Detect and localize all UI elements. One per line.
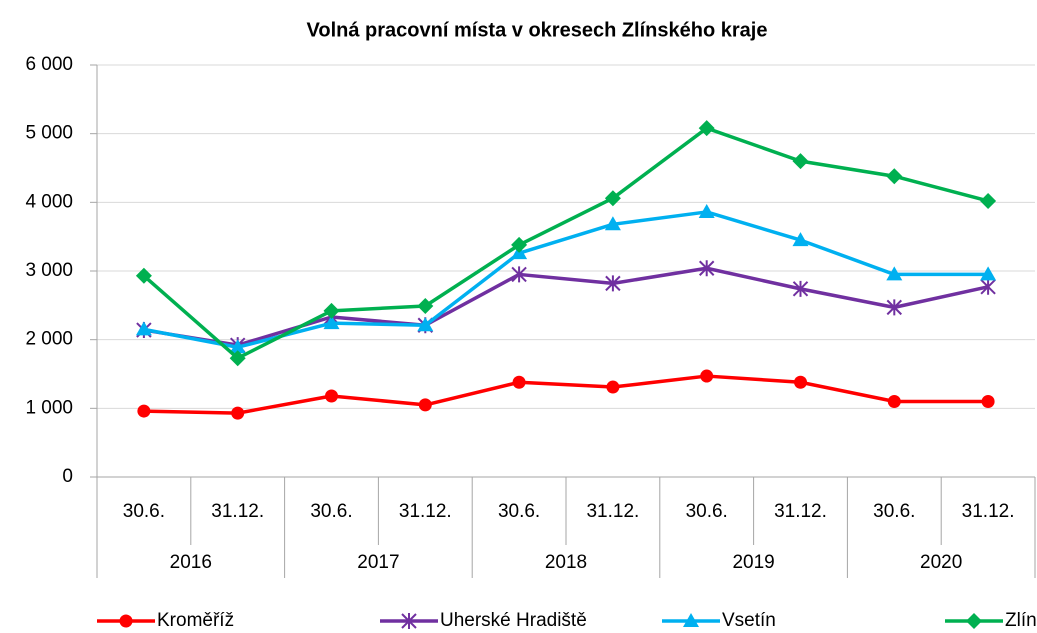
legend-label: Zlín bbox=[1005, 610, 1037, 631]
marker bbox=[980, 192, 997, 209]
legend-marker bbox=[966, 613, 982, 629]
x-tick-label: 31.12. bbox=[586, 501, 639, 522]
marker bbox=[323, 315, 340, 330]
x-group-label: 2016 bbox=[170, 552, 212, 573]
legend-marker bbox=[401, 613, 417, 629]
marker bbox=[231, 406, 245, 420]
series-line bbox=[142, 126, 989, 360]
chart-title: Volná pracovní místa v okresech Zlínskéh… bbox=[307, 19, 768, 41]
x-group-label: 2019 bbox=[732, 552, 774, 573]
marker bbox=[511, 236, 528, 253]
marker bbox=[981, 394, 995, 408]
x-tick-label: 31.12. bbox=[962, 501, 1015, 522]
x-tick-label: 30.6. bbox=[310, 501, 352, 522]
marker bbox=[605, 275, 621, 292]
marker bbox=[698, 260, 715, 277]
marker bbox=[886, 168, 903, 185]
marker bbox=[700, 369, 714, 383]
marker bbox=[980, 278, 996, 295]
marker bbox=[229, 350, 246, 367]
x-tick-label: 31.12. bbox=[399, 501, 452, 522]
legend-marker bbox=[683, 613, 699, 627]
y-tick-label: 1 000 bbox=[25, 397, 73, 418]
marker bbox=[886, 299, 903, 316]
y-tick-label: 0 bbox=[62, 466, 73, 487]
marker bbox=[792, 280, 809, 297]
marker bbox=[137, 404, 151, 418]
series-line bbox=[143, 266, 989, 347]
y-tick-label: 6 000 bbox=[25, 54, 73, 75]
y-tick-label: 2 000 bbox=[25, 329, 73, 350]
x-tick-label: 30.6. bbox=[498, 501, 540, 522]
marker bbox=[229, 339, 246, 354]
x-tick-label: 31.12. bbox=[774, 501, 827, 522]
marker bbox=[511, 266, 527, 283]
marker bbox=[604, 216, 621, 231]
y-tick-label: 5 000 bbox=[25, 123, 73, 144]
marker bbox=[606, 380, 620, 394]
legend-label: Vsetín bbox=[722, 610, 776, 631]
y-tick-label: 4 000 bbox=[25, 191, 73, 212]
x-group-label: 2017 bbox=[357, 552, 399, 573]
marker bbox=[698, 120, 715, 137]
marker bbox=[135, 321, 152, 336]
x-group-label: 2020 bbox=[920, 552, 962, 573]
y-tick-label: 3 000 bbox=[25, 260, 73, 281]
marker bbox=[417, 298, 434, 315]
marker bbox=[698, 203, 715, 218]
marker bbox=[887, 394, 901, 408]
marker bbox=[512, 375, 526, 389]
marker bbox=[794, 375, 807, 389]
series-line bbox=[143, 374, 989, 415]
legend-label: Kroměříž bbox=[157, 610, 234, 631]
x-tick-label: 30.6. bbox=[123, 501, 165, 522]
marker bbox=[792, 232, 809, 247]
x-tick-label: 30.6. bbox=[873, 501, 915, 522]
marker bbox=[980, 266, 997, 281]
marker bbox=[417, 317, 434, 332]
marker bbox=[325, 389, 338, 403]
x-group-label: 2018 bbox=[545, 552, 587, 573]
x-tick-label: 31.12. bbox=[211, 501, 264, 522]
marker bbox=[604, 190, 621, 207]
marker bbox=[792, 153, 809, 170]
x-tick-label: 30.6. bbox=[686, 501, 728, 522]
marker bbox=[886, 266, 903, 281]
legend-label: Uherské Hradiště bbox=[440, 610, 587, 631]
legend-marker bbox=[119, 614, 133, 628]
marker bbox=[135, 267, 152, 284]
marker bbox=[418, 398, 432, 412]
marker bbox=[323, 302, 340, 319]
